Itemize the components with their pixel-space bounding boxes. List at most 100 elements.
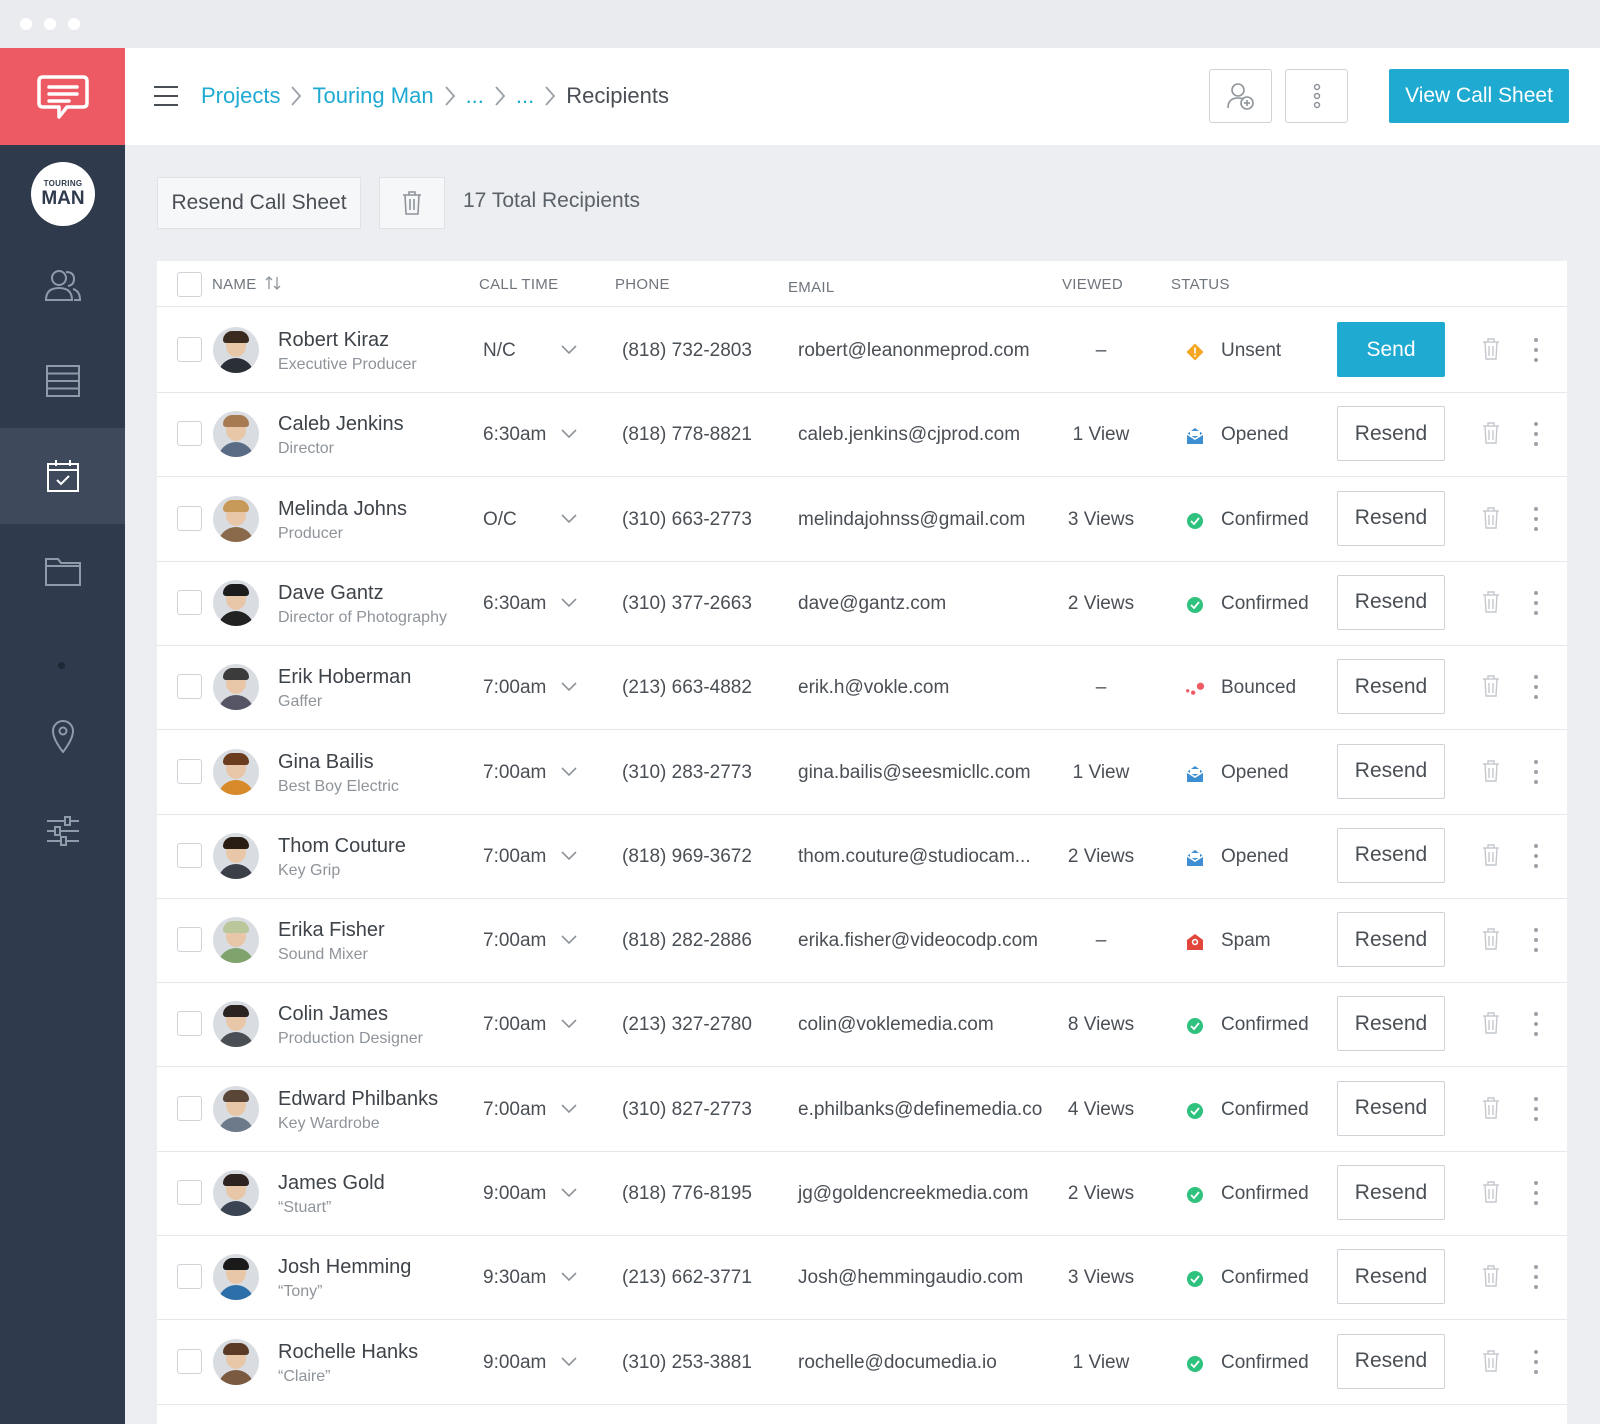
chevron-down-icon[interactable] [560, 596, 578, 614]
column-header-name[interactable]: NAME [212, 276, 257, 293]
resend-button[interactable]: Resend [1337, 743, 1445, 799]
more-vertical-icon[interactable] [1533, 928, 1539, 953]
call-time-value[interactable]: 6:30am [483, 424, 547, 446]
call-time-value[interactable]: 7:00am [483, 845, 547, 867]
more-vertical-icon[interactable] [1533, 843, 1539, 868]
breadcrumb-ellipsis-2[interactable]: ... [515, 83, 535, 108]
trash-icon[interactable] [1482, 338, 1500, 365]
trash-icon[interactable] [1482, 1012, 1500, 1039]
call-time-value[interactable]: 7:00am [483, 677, 547, 699]
project-avatar[interactable]: TOURING MAN [31, 162, 95, 226]
more-vertical-icon[interactable] [1533, 1012, 1539, 1037]
resend-button[interactable]: Resend [1337, 1080, 1445, 1136]
chevron-down-icon[interactable] [560, 512, 578, 530]
resend-button[interactable]: Resend [1337, 827, 1445, 883]
resend-button[interactable]: Resend [1337, 912, 1445, 968]
chevron-down-icon[interactable] [560, 343, 578, 361]
resend-button[interactable]: Resend [1337, 1333, 1445, 1389]
call-time-value[interactable]: 7:00am [483, 761, 547, 783]
sidebar-item-settings[interactable] [0, 783, 125, 879]
select-all-checkbox[interactable] [177, 272, 202, 297]
row-checkbox[interactable] [177, 421, 202, 447]
more-vertical-icon[interactable] [1533, 1181, 1539, 1205]
chevron-down-icon[interactable] [560, 849, 578, 867]
row-checkbox[interactable] [177, 842, 202, 868]
window-close-dot[interactable] [20, 18, 32, 30]
resend-button[interactable]: Resend [1337, 1249, 1445, 1305]
call-time-value[interactable]: 6:30am [483, 592, 547, 614]
call-time-value[interactable]: 7:00am [483, 1014, 547, 1036]
trash-icon[interactable] [1482, 506, 1500, 534]
row-checkbox[interactable] [177, 1011, 202, 1037]
row-checkbox[interactable] [177, 589, 202, 615]
delete-selected-button[interactable] [379, 177, 445, 229]
sidebar-item-list[interactable] [0, 333, 125, 429]
trash-icon[interactable] [1482, 422, 1500, 449]
call-time-value[interactable]: 7:00am [483, 1098, 547, 1120]
row-checkbox[interactable] [177, 505, 202, 531]
more-vertical-icon[interactable] [1533, 1265, 1539, 1290]
sidebar-item-schedule[interactable] [0, 428, 125, 524]
send-button[interactable]: Send [1337, 322, 1445, 377]
row-checkbox[interactable] [177, 1348, 202, 1374]
chevron-down-icon[interactable] [560, 1017, 578, 1035]
call-time-value[interactable]: O/C [483, 508, 517, 530]
chevron-down-icon[interactable] [560, 933, 578, 951]
trash-icon[interactable] [1482, 675, 1500, 702]
trash-icon[interactable] [1482, 1181, 1500, 1208]
window-minimize-dot[interactable] [44, 18, 56, 30]
row-checkbox[interactable] [177, 674, 202, 700]
row-checkbox[interactable] [177, 1264, 202, 1290]
window-maximize-dot[interactable] [68, 18, 80, 30]
call-time-value[interactable]: 9:00am [483, 1351, 547, 1373]
trash-icon[interactable] [1482, 1265, 1500, 1292]
trash-icon[interactable] [1482, 1096, 1500, 1124]
trash-icon[interactable] [1482, 759, 1500, 787]
resend-button[interactable]: Resend [1337, 406, 1445, 462]
call-time-value[interactable]: 9:30am [483, 1267, 547, 1289]
sidebar-item-files[interactable] [0, 523, 125, 619]
chevron-down-icon[interactable] [560, 1102, 578, 1120]
call-time-value[interactable]: N/C [483, 340, 516, 361]
more-vertical-icon[interactable] [1533, 506, 1539, 531]
chevron-down-icon[interactable] [560, 427, 578, 445]
chevron-down-icon[interactable] [560, 680, 578, 698]
row-checkbox[interactable] [177, 1095, 202, 1121]
call-time-value[interactable]: 9:00am [483, 1183, 547, 1204]
trash-icon[interactable] [1482, 928, 1500, 955]
more-vertical-icon[interactable] [1533, 338, 1539, 362]
row-checkbox[interactable] [177, 337, 202, 362]
breadcrumb-project[interactable]: Touring Man [312, 83, 434, 108]
resend-button[interactable]: Resend [1337, 574, 1445, 630]
chevron-down-icon[interactable] [560, 1355, 578, 1373]
resend-button[interactable]: Resend [1337, 659, 1445, 715]
trash-icon[interactable] [1482, 591, 1500, 618]
call-time-value[interactable]: 7:00am [483, 930, 547, 952]
chevron-down-icon[interactable] [560, 1186, 578, 1204]
row-checkbox[interactable] [177, 758, 202, 784]
row-checkbox[interactable] [177, 927, 202, 953]
chevron-down-icon[interactable] [560, 765, 578, 783]
breadcrumb-projects[interactable]: Projects [201, 83, 281, 108]
resend-button[interactable]: Resend [1337, 490, 1445, 546]
more-options-button[interactable] [1285, 69, 1348, 123]
more-vertical-icon[interactable] [1533, 1349, 1539, 1374]
view-call-sheet-button[interactable]: View Call Sheet [1389, 69, 1569, 123]
more-vertical-icon[interactable] [1533, 1096, 1539, 1121]
sidebar-item-contacts[interactable] [0, 237, 125, 333]
breadcrumb-ellipsis-1[interactable]: ... [465, 83, 484, 108]
trash-icon[interactable] [1482, 844, 1500, 871]
row-checkbox[interactable] [177, 1180, 202, 1205]
resend-button[interactable]: Resend [1337, 996, 1445, 1052]
add-recipient-button[interactable] [1209, 69, 1272, 123]
sidebar-item-locations[interactable] [0, 688, 125, 784]
trash-icon[interactable] [1482, 1349, 1500, 1377]
more-vertical-icon[interactable] [1533, 422, 1539, 447]
hamburger-menu-icon[interactable] [154, 86, 178, 106]
chevron-down-icon[interactable] [560, 1270, 578, 1288]
more-vertical-icon[interactable] [1533, 759, 1539, 784]
sort-icon[interactable] [265, 275, 281, 296]
more-vertical-icon[interactable] [1533, 675, 1539, 700]
more-vertical-icon[interactable] [1533, 590, 1539, 615]
resend-call-sheet-button[interactable]: Resend Call Sheet [157, 177, 361, 229]
